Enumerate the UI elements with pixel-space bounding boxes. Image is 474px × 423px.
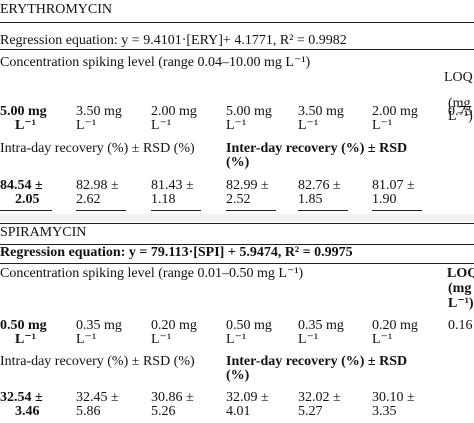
loq-value-ery: 0.75 — [448, 104, 473, 119]
regression-equation-spi: Regression equation: y = 79.113·[SPI] + … — [0, 245, 353, 260]
section-title-erythromycin: ERYTHROMYCIN — [0, 2, 113, 17]
divider — [0, 49, 474, 50]
value-4-spi: 32.09 ± — [226, 390, 269, 405]
value-4-rsd-spi: 4.01 — [226, 404, 251, 419]
level-2-ery: 3.50 mg — [76, 104, 122, 119]
cell-underline — [0, 210, 52, 211]
value-1-rsd-ery: 2.05 — [15, 192, 40, 207]
loq-value-spi: 0.16 — [448, 318, 473, 333]
value-3-ery: 81.43 ± — [151, 178, 194, 193]
value-2-rsd-ery: 2.62 — [76, 192, 101, 207]
intra-day-label-spi: Intra-day recovery (%) ± RSD (%) — [0, 354, 195, 369]
divider — [0, 223, 474, 224]
divider — [0, 244, 474, 245]
value-5-rsd-ery: 1.85 — [298, 192, 323, 207]
level-1-ery: 5.00 mg — [0, 104, 47, 119]
value-6-rsd-spi: 3.35 — [372, 404, 397, 419]
level-3-unit-spi: L⁻¹ — [151, 332, 172, 347]
spiking-level-spi: Concentration spiking level (range 0.01–… — [0, 266, 304, 281]
level-2-unit-spi: L⁻¹ — [76, 332, 97, 347]
loq-header-3-ery: L⁻¹) — [448, 109, 473, 124]
level-6-unit-ery: L⁻¹ — [372, 118, 393, 133]
level-3-unit-ery: L⁻¹ — [151, 118, 172, 133]
loq-header-3-spi: L⁻¹) — [448, 296, 474, 311]
level-1-spi: 0.50 mg — [0, 318, 47, 333]
value-4-ery: 82.99 ± — [226, 178, 269, 193]
value-6-ery: 81.07 ± — [372, 178, 415, 193]
value-4-rsd-ery: 2.52 — [226, 192, 251, 207]
cell-underline — [372, 210, 422, 211]
inter-day-unit-spi: (%) — [226, 368, 250, 383]
section-title-spiramycin: SPIRAMYCIN — [0, 225, 87, 240]
cell-underline — [151, 210, 201, 211]
level-5-unit-ery: L⁻¹ — [298, 118, 319, 133]
level-5-ery: 3.50 mg — [298, 104, 344, 119]
value-5-spi: 32.02 ± — [298, 390, 341, 405]
loq-header-2-ery: (mg — [448, 96, 471, 111]
level-1-unit-spi: L⁻¹ — [15, 332, 36, 347]
inter-day-label-ery: Inter-day recovery (%) ± RSD — [226, 141, 408, 156]
level-3-spi: 0.20 mg — [151, 318, 197, 333]
level-6-unit-spi: L⁻¹ — [372, 332, 393, 347]
inter-day-label-spi: Inter-day recovery (%) ± RSD — [226, 354, 408, 369]
value-1-ery: 84.54 ± — [0, 178, 43, 193]
level-5-unit-spi: L⁻¹ — [298, 332, 319, 347]
level-2-unit-ery: L⁻¹ — [76, 118, 97, 133]
value-6-spi: 30.10 ± — [372, 390, 415, 405]
divider — [0, 263, 474, 264]
cell-underline — [298, 210, 348, 211]
section-gap — [0, 214, 474, 222]
value-2-spi: 32.45 ± — [76, 390, 119, 405]
spiking-level-ery: Concentration spiking level (range 0.04–… — [0, 55, 311, 70]
value-5-ery: 82.76 ± — [298, 178, 341, 193]
value-6-rsd-ery: 1.90 — [372, 192, 397, 207]
level-4-unit-ery: L⁻¹ — [226, 118, 247, 133]
level-3-ery: 2.00 mg — [151, 104, 197, 119]
level-4-spi: 0.50 mg — [226, 318, 272, 333]
value-1-spi: 32.54 ± — [0, 390, 43, 405]
divider — [0, 22, 474, 23]
value-2-ery: 82.98 ± — [76, 178, 119, 193]
level-4-ery: 5.00 mg — [226, 104, 272, 119]
loq-header-2-spi: (mg — [448, 281, 472, 296]
value-3-spi: 30.86 ± — [151, 390, 194, 405]
value-3-rsd-spi: 5.26 — [151, 404, 176, 419]
loq-header-1-spi: LOQ — [447, 266, 474, 281]
level-2-spi: 0.35 mg — [76, 318, 122, 333]
value-5-rsd-spi: 5.27 — [298, 404, 323, 419]
level-4-unit-spi: L⁻¹ — [226, 332, 247, 347]
level-6-ery: 2.00 mg — [372, 104, 418, 119]
level-1-unit-ery: L⁻¹ — [15, 118, 36, 133]
inter-day-unit-ery: (%) — [226, 155, 250, 170]
regression-equation-ery: Regression equation: y = 9.4101·[ERY]+ 4… — [0, 33, 347, 48]
level-5-spi: 0.35 mg — [298, 318, 344, 333]
value-2-rsd-spi: 5.86 — [76, 404, 101, 419]
cell-underline — [76, 210, 126, 211]
loq-header-1-ery: LOQ — [444, 70, 473, 85]
value-3-rsd-ery: 1.18 — [151, 192, 176, 207]
level-6-spi: 0.20 mg — [372, 318, 418, 333]
intra-day-label-ery: Intra-day recovery (%) ± RSD (%) — [0, 141, 195, 156]
cell-underline — [226, 210, 276, 211]
value-1-rsd-spi: 3.46 — [15, 404, 40, 419]
